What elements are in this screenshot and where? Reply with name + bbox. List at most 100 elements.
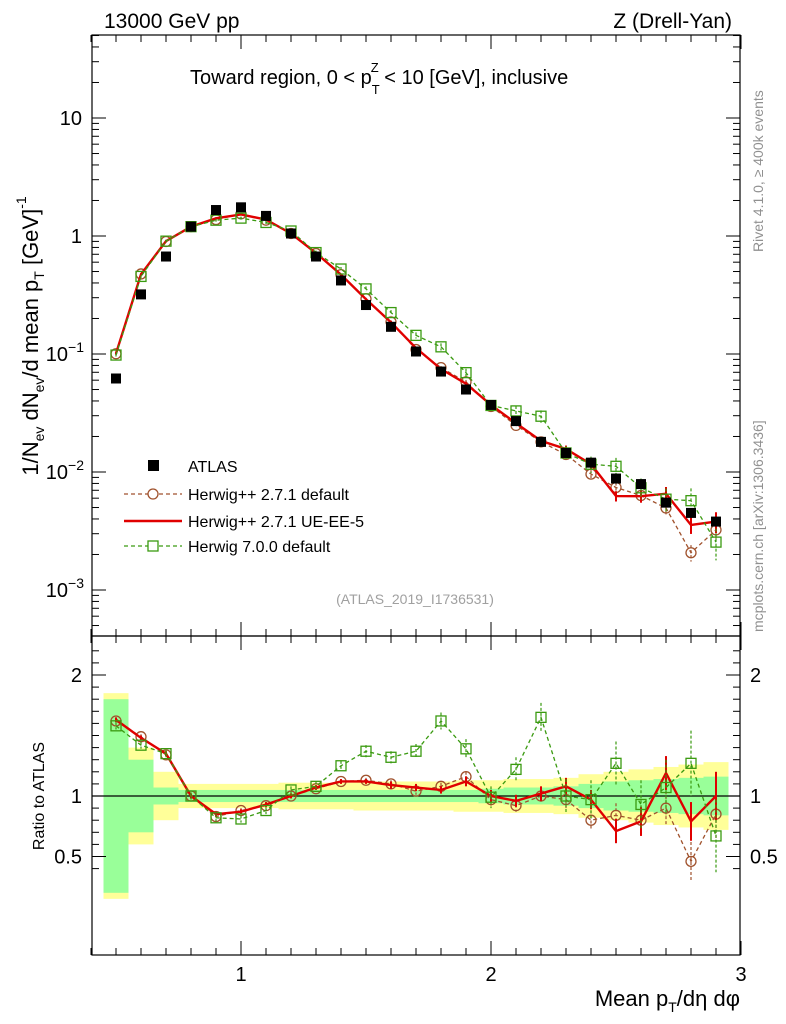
ratio-marker-h271def	[585, 814, 597, 826]
marker-h271def	[685, 547, 697, 559]
atlas-data-point	[186, 221, 196, 232]
legend-label: Herwig 7.0.0 default	[188, 539, 331, 556]
ratio-marker-h700	[135, 739, 147, 751]
legend-label: ATLAS	[188, 459, 238, 476]
atlas-data-point	[111, 373, 121, 384]
legend-marker-h700	[147, 540, 159, 552]
legend-marker-atlas	[148, 460, 159, 471]
atlas-data-point	[411, 346, 421, 357]
ratio-tick-label: 2	[71, 665, 82, 687]
y-axis-label-part: dN	[18, 392, 43, 426]
ratio-marker-h700	[235, 813, 247, 825]
region-sup: Z	[371, 60, 379, 75]
marker-h700	[510, 405, 522, 417]
ratio-marker-h700	[185, 790, 197, 802]
atlas-data-point	[686, 507, 696, 518]
atlas-data-point	[261, 210, 271, 221]
x-tick-label: 2	[485, 964, 496, 986]
legend-label: Herwig++ 2.7.1 default	[188, 487, 350, 504]
series-line-h271ue	[114, 213, 717, 527]
ratio-marker-h700	[485, 791, 497, 803]
marker-h700	[160, 235, 172, 247]
marker-h700	[210, 214, 222, 226]
ratio-marker-h271def	[285, 790, 297, 802]
ratio-tick-label-right: 2	[750, 665, 761, 687]
ratio-marker-h700	[260, 804, 272, 817]
atlas-data-point	[636, 479, 646, 490]
y-tick-label: 10	[60, 108, 82, 130]
y-tick-exponent: −2	[68, 457, 84, 473]
ratio-marker-h700	[610, 757, 622, 769]
ratio-marker-h700	[535, 711, 547, 723]
ratio-line-h700	[115, 715, 717, 837]
ratio-tick-label-right: 1	[750, 786, 761, 808]
atlas-data-point	[511, 416, 521, 427]
y-tick-base: 10	[46, 344, 68, 366]
ratio-tick-label: 1	[71, 786, 82, 808]
x-axis-label-part: T	[668, 999, 677, 1015]
y-axis-label-ratio: Ratio to ATLAS	[31, 742, 48, 850]
atlas-data-point	[536, 436, 546, 447]
region-text: Toward region, 0 < p	[190, 67, 372, 89]
marker-h700	[335, 263, 347, 275]
y-axis-label-part: ev	[31, 378, 47, 393]
y-axis-label-part: T	[31, 271, 47, 280]
atlas-data-point	[436, 366, 446, 377]
ratio-tick-label-right: 0.5	[750, 847, 778, 869]
ratio-marker-h700	[210, 812, 222, 824]
atlas-data-point	[211, 205, 221, 216]
y-tick-label: 10−1	[46, 339, 84, 366]
ratio-marker-h700	[410, 745, 422, 757]
y-tick-base: 10	[46, 580, 68, 602]
atlas-data-point	[311, 251, 321, 262]
marker-h700	[235, 212, 247, 224]
y-axis-label-part: [GeV]	[18, 209, 43, 271]
marker-h700	[410, 329, 422, 342]
ratio-tick-label: 0.5	[54, 847, 82, 869]
region-sub: T	[372, 82, 380, 97]
atlas-data-point	[611, 473, 621, 484]
ratio-marker-h271def	[360, 774, 372, 786]
x-tick-label: 3	[735, 964, 746, 986]
marker-h700	[110, 349, 122, 361]
atlas-data-point	[586, 457, 596, 468]
marker-h700	[535, 410, 547, 422]
ratio-marker-h700	[285, 784, 297, 796]
ratio-marker-h700	[635, 798, 647, 811]
atlas-data-point	[661, 497, 671, 508]
ratio-marker-h271def	[685, 855, 697, 867]
region-tail: < 10 [GeV], inclusive	[379, 67, 569, 89]
ratio-marker-h700	[685, 757, 697, 769]
ratio-marker-h700	[360, 745, 372, 757]
atlas-data-point	[286, 228, 296, 239]
y-axis-label-part: 1/N	[18, 441, 43, 475]
ratio-marker-h700	[710, 830, 722, 842]
mcplots-label: mcplots.cern.ch [arXiv:1306.3436]	[750, 420, 766, 632]
atlas-data-point	[711, 516, 721, 527]
y-axis-label-main: 1/Nev dNev/d mean pT [GeV]-1	[13, 196, 47, 476]
y-tick-exponent: −1	[68, 339, 84, 355]
atlas-data-point	[561, 447, 571, 458]
ratio-marker-h700	[335, 760, 347, 772]
y-tick-label: 10−3	[46, 575, 84, 602]
analysis-id: (ATLAS_2019_I1736531)	[336, 591, 494, 607]
legend-label: Herwig++ 2.7.1 UE-EE-5	[188, 514, 364, 531]
y-tick-label: 10−2	[46, 457, 84, 484]
atlas-data-point	[161, 251, 171, 262]
y-axis-label-part: /d mean p	[18, 280, 43, 378]
atlas-data-point	[486, 399, 496, 410]
marker-h700	[710, 536, 722, 548]
ratio-marker-h700	[660, 781, 672, 794]
marker-h700	[360, 283, 372, 295]
region-title: Toward region, 0 < pTZ < 10 [GeV], inclu…	[190, 60, 568, 97]
atlas-data-point	[386, 321, 396, 332]
atlas-data-point	[236, 202, 246, 213]
y-tick-label: 1	[71, 226, 82, 248]
ratio-marker-h700	[160, 748, 172, 760]
atlas-data-point	[136, 289, 146, 300]
atlas-data-point	[361, 300, 371, 311]
ratio-marker-h700	[560, 790, 572, 802]
x-axis-label-part: /dη dφ	[677, 986, 740, 1011]
